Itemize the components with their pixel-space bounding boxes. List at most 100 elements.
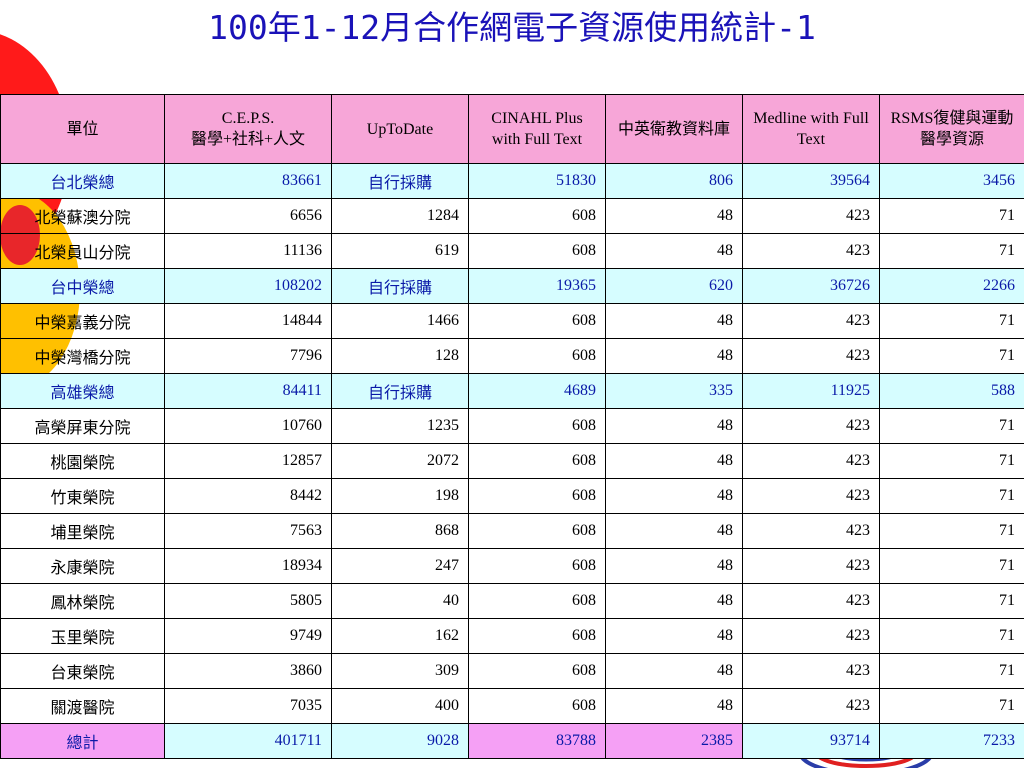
value-cell: 48: [605, 688, 743, 724]
value-cell: 71: [879, 198, 1024, 234]
table-row: 桃園榮院 12857 2072 608 48 423 71: [0, 443, 1024, 479]
value-cell: 36726: [742, 268, 880, 304]
value-cell: 423: [742, 233, 880, 269]
column-header: UpToDate: [331, 94, 469, 164]
value-cell: 12857: [164, 443, 332, 479]
value-cell: 48: [605, 513, 743, 549]
value-cell: 71: [879, 618, 1024, 654]
value-cell: 7796: [164, 338, 332, 374]
value-cell: 3860: [164, 653, 332, 689]
column-header: C.E.P.S. 醫學+社科+人文: [164, 94, 332, 164]
value-cell: 自行採購: [331, 373, 469, 409]
unit-cell: 中榮嘉義分院: [0, 303, 165, 339]
value-cell: 7233: [879, 723, 1024, 759]
column-header: 單位: [0, 94, 165, 164]
value-cell: 423: [742, 513, 880, 549]
unit-cell: 關渡醫院: [0, 688, 165, 724]
value-cell: 619: [331, 233, 469, 269]
table-header-row: 單位 C.E.P.S. 醫學+社科+人文 UpToDate CINAHL Plus w…: [0, 94, 1024, 164]
value-cell: 1466: [331, 303, 469, 339]
value-cell: 423: [742, 338, 880, 374]
value-cell: 608: [468, 408, 606, 444]
value-cell: 93714: [742, 723, 880, 759]
value-cell: 9749: [164, 618, 332, 654]
value-cell: 162: [331, 618, 469, 654]
value-cell: 11136: [164, 233, 332, 269]
value-cell: 423: [742, 618, 880, 654]
unit-cell: 台東榮院: [0, 653, 165, 689]
table-row: 台北榮總 83661 自行採購 51830 806 39564 3456: [0, 163, 1024, 199]
value-cell: 423: [742, 548, 880, 584]
value-cell: 401711: [164, 723, 332, 759]
table-row: 北榮員山分院 11136 619 608 48 423 71: [0, 233, 1024, 269]
value-cell: 608: [468, 303, 606, 339]
unit-cell: 永康榮院: [0, 548, 165, 584]
value-cell: 8442: [164, 478, 332, 514]
value-cell: 423: [742, 583, 880, 619]
unit-cell: 高榮屏東分院: [0, 408, 165, 444]
value-cell: 608: [468, 513, 606, 549]
value-cell: 48: [605, 303, 743, 339]
table-row: 鳳林榮院 5805 40 608 48 423 71: [0, 583, 1024, 619]
value-cell: 48: [605, 478, 743, 514]
value-cell: 2385: [605, 723, 743, 759]
value-cell: 19365: [468, 268, 606, 304]
column-header: CINAHL Plus with Full Text: [468, 94, 606, 164]
value-cell: 40: [331, 583, 469, 619]
value-cell: 423: [742, 688, 880, 724]
value-cell: 10760: [164, 408, 332, 444]
page-title: 100年1-12月合作網電子資源使用統計-1: [208, 8, 816, 47]
unit-cell: 玉里榮院: [0, 618, 165, 654]
value-cell: 608: [468, 688, 606, 724]
value-cell: 71: [879, 548, 1024, 584]
value-cell: 608: [468, 583, 606, 619]
value-cell: 423: [742, 198, 880, 234]
value-cell: 608: [468, 443, 606, 479]
table-row: 高雄榮總 84411 自行採購 4689 335 11925 588: [0, 373, 1024, 409]
value-cell: 128: [331, 338, 469, 374]
value-cell: 9028: [331, 723, 469, 759]
value-cell: 71: [879, 653, 1024, 689]
unit-cell: 北榮蘇澳分院: [0, 198, 165, 234]
unit-cell: 總計: [0, 723, 165, 759]
value-cell: 620: [605, 268, 743, 304]
value-cell: 198: [331, 478, 469, 514]
value-cell: 400: [331, 688, 469, 724]
value-cell: 48: [605, 233, 743, 269]
table-row: 埔里榮院 7563 868 608 48 423 71: [0, 513, 1024, 549]
table-row: 竹東榮院 8442 198 608 48 423 71: [0, 478, 1024, 514]
value-cell: 48: [605, 408, 743, 444]
value-cell: 423: [742, 408, 880, 444]
value-cell: 84411: [164, 373, 332, 409]
value-cell: 423: [742, 478, 880, 514]
table-row: 中榮嘉義分院 14844 1466 608 48 423 71: [0, 303, 1024, 339]
table-row: 台中榮總 108202 自行採購 19365 620 36726 2266: [0, 268, 1024, 304]
value-cell: 608: [468, 478, 606, 514]
value-cell: 309: [331, 653, 469, 689]
value-cell: 588: [879, 373, 1024, 409]
table-row: 中榮灣橋分院 7796 128 608 48 423 71: [0, 338, 1024, 374]
value-cell: 423: [742, 653, 880, 689]
value-cell: 7563: [164, 513, 332, 549]
total-row: 總計 401711 9028 83788 2385 93714 7233: [0, 723, 1024, 759]
value-cell: 608: [468, 653, 606, 689]
unit-cell: 高雄榮總: [0, 373, 165, 409]
value-cell: 18934: [164, 548, 332, 584]
value-cell: 608: [468, 198, 606, 234]
value-cell: 71: [879, 303, 1024, 339]
table-row: 永康榮院 18934 247 608 48 423 71: [0, 548, 1024, 584]
statistics-table: 單位 C.E.P.S. 醫學+社科+人文 UpToDate CINAHL Plus w…: [0, 94, 1024, 759]
unit-cell: 台北榮總: [0, 163, 165, 199]
value-cell: 608: [468, 548, 606, 584]
unit-cell: 竹東榮院: [0, 478, 165, 514]
value-cell: 608: [468, 338, 606, 374]
value-cell: 51830: [468, 163, 606, 199]
value-cell: 83661: [164, 163, 332, 199]
value-cell: 7035: [164, 688, 332, 724]
value-cell: 4689: [468, 373, 606, 409]
table-row: 台東榮院 3860 309 608 48 423 71: [0, 653, 1024, 689]
value-cell: 3456: [879, 163, 1024, 199]
value-cell: 1235: [331, 408, 469, 444]
value-cell: 71: [879, 583, 1024, 619]
column-header: 中英衛教資料庫: [605, 94, 743, 164]
